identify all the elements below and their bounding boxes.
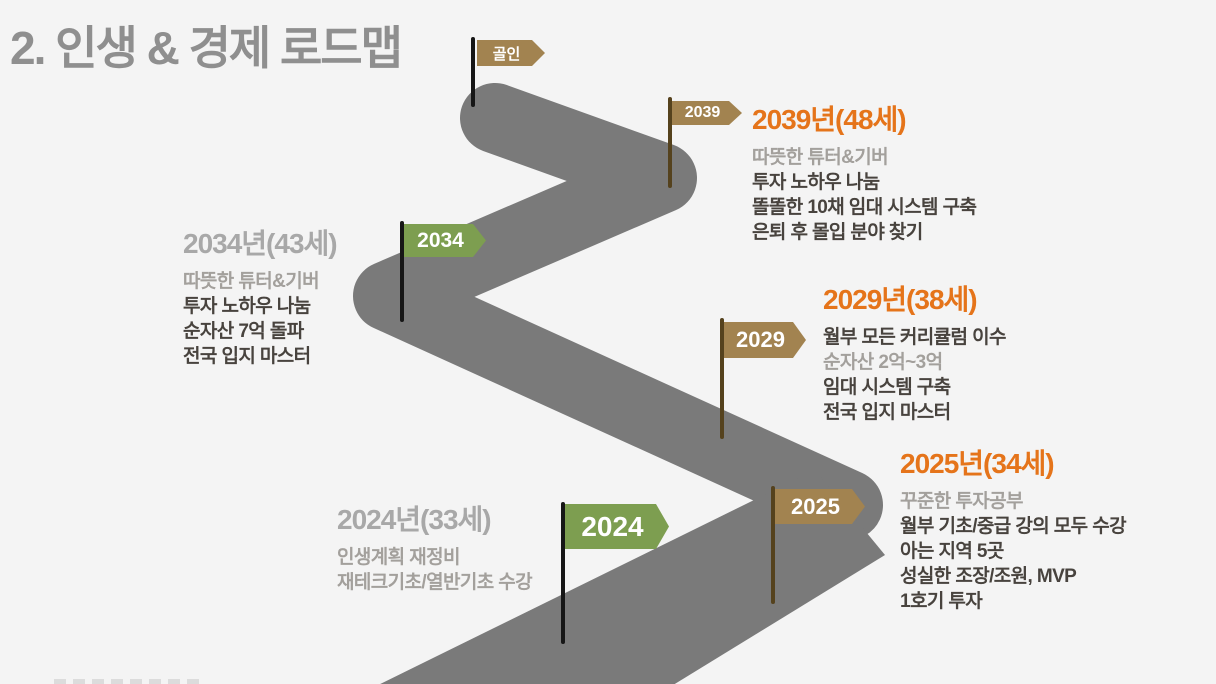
milestone-line: 임대 시스템 구축 <box>823 377 951 398</box>
flag-pole-2029 <box>720 318 724 439</box>
milestone-line: 월부 모든 커리큘럼 이수 <box>823 327 1006 348</box>
flag-2029-label: 2029 <box>736 327 785 352</box>
milestone-line: 인생계획 재정비 <box>337 547 460 568</box>
flag-2024: 2024 <box>565 504 669 549</box>
flag-2034: 2034 <box>404 224 486 257</box>
milestone-2025-heading: 2025년(34세) <box>900 448 1055 479</box>
milestone-line: 꾸준한 투자공부 <box>900 491 1023 512</box>
goal-flag-label: 골인 <box>492 45 521 63</box>
milestone-line: 은퇴 후 몰입 분야 찾기 <box>752 222 923 243</box>
milestone-line: 전국 입지 마스터 <box>823 402 951 423</box>
milestone-2034-heading: 2034년(43세) <box>183 228 338 259</box>
goal-flag: 골인 <box>477 40 545 66</box>
milestone-line: 1호기 투자 <box>900 591 983 612</box>
flag-2029: 2029 <box>724 322 806 358</box>
milestone-line: 순자산 2억~3억 <box>823 352 943 373</box>
milestone-line: 전국 입지 마스터 <box>183 346 311 367</box>
bottom-cutoff-text-fragment <box>54 679 206 684</box>
milestone-line: 따뜻한 튜터&기버 <box>752 147 889 168</box>
milestone-line: 순자산 7억 돌파 <box>183 321 304 342</box>
flag-pole-2039 <box>668 97 672 188</box>
flag-pole-2024 <box>561 502 565 644</box>
milestone-line: 똘똘한 10채 임대 시스템 구축 <box>752 197 977 218</box>
milestone-line: 아는 지역 5곳 <box>900 541 1004 562</box>
milestone-2029-heading: 2029년(38세) <box>823 284 978 315</box>
flag-2034-label: 2034 <box>417 228 464 252</box>
flag-pole-2034 <box>400 221 404 322</box>
milestone-line: 월부 기초/중급 강의 모두 수강 <box>900 516 1127 537</box>
flag-2024-label: 2024 <box>581 510 644 542</box>
flag-2025-label: 2025 <box>791 493 840 519</box>
milestone-line: 따뜻한 튜터&기버 <box>183 271 320 292</box>
goal-flag-pole <box>471 37 475 107</box>
road-foreground-widening <box>380 470 885 684</box>
flag-2025: 2025 <box>775 489 865 524</box>
milestone-line: 성실한 조장/조원, MVP <box>900 566 1077 587</box>
milestone-line: 투자 노하우 나눔 <box>752 172 880 193</box>
flag-2039: 2039 <box>672 101 742 125</box>
milestone-line: 재테크기초/열반기초 수강 <box>337 572 533 593</box>
flag-pole-2025 <box>771 486 775 604</box>
flag-2039-label: 2039 <box>684 104 721 121</box>
milestone-2024-heading: 2024년(33세) <box>337 504 492 535</box>
milestone-line: 투자 노하우 나눔 <box>183 296 311 317</box>
page-title: 2. 인생 & 경제 로드맵 <box>10 22 403 74</box>
milestone-2039-heading: 2039년(48세) <box>752 104 907 135</box>
